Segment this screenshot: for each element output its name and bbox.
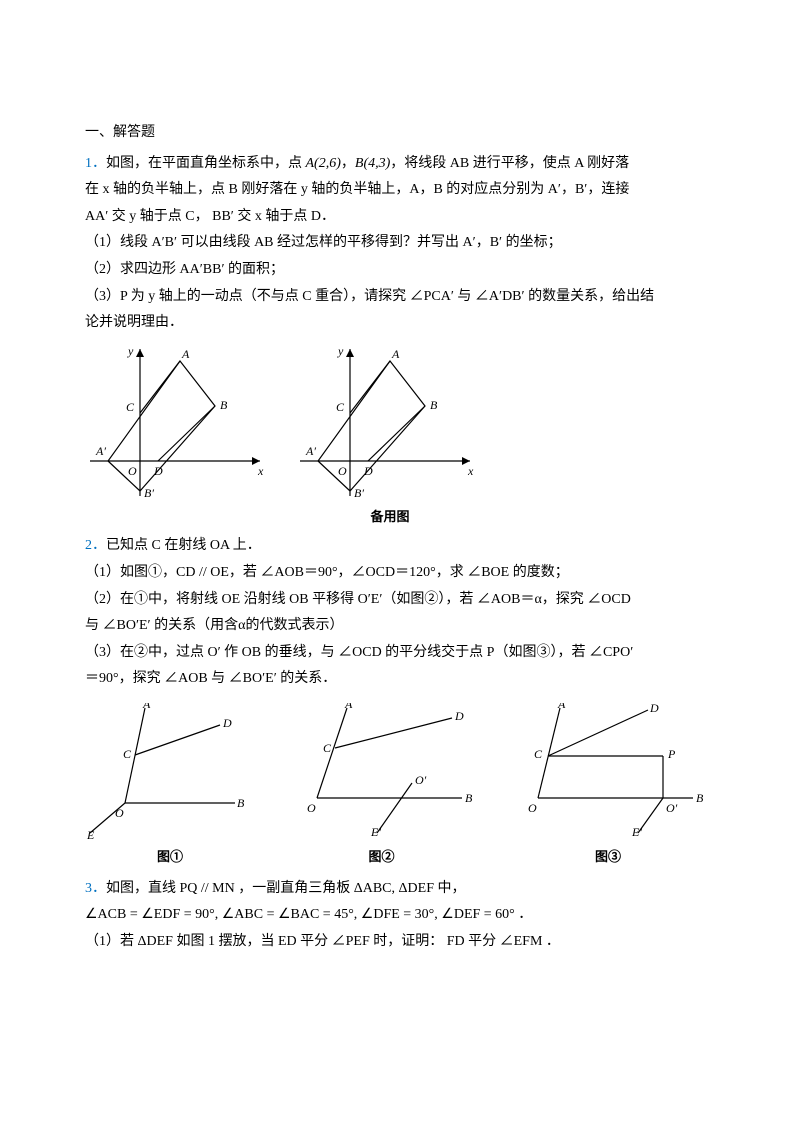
q2-fig1-label: 图①	[157, 845, 183, 870]
q2-fig1-svg: O B A C D E	[85, 703, 255, 843]
q1-line2: 在 x 轴的负半轴上，点 B 刚好落在 y 轴的负半轴上，A，B 的对应点分别为…	[85, 177, 708, 204]
q3-sub1: （1）若 ΔDEF 如图 1 摆放，当 ED 平分 ∠PEF 时，证明： FD …	[85, 929, 708, 956]
q1-figure-main: A B C A′ B′ D O x y	[85, 343, 275, 532]
svg-text:C: C	[123, 747, 132, 761]
q2-fig2-label: 图②	[368, 845, 394, 870]
q2-fig3-label: 图③	[595, 845, 621, 870]
q1-figure-backup: A B C A′ B′ D O x y 备用图	[295, 343, 485, 532]
svg-text:B: B	[465, 791, 473, 805]
q1-backup-label: 备用图	[370, 505, 409, 530]
svg-text:C: C	[336, 400, 345, 414]
svg-text:B: B	[430, 398, 438, 412]
q1-line3: AA′ 交 y 轴于点 C， BB′ 交 x 轴于点 D．	[85, 204, 708, 231]
svg-text:D: D	[153, 464, 163, 478]
q1-sub3b: 论并说明理由．	[85, 310, 708, 337]
svg-text:O: O	[128, 464, 137, 478]
q3-line2: ∠ACB = ∠EDF = 90°, ∠ABC = ∠BAC = 45°, ∠D…	[85, 902, 708, 929]
q1-coord-svg: A B C A′ B′ D O x y	[85, 343, 275, 503]
q3-number: 3．	[85, 881, 106, 896]
q2-sub2a: （2）在①中，将射线 OE 沿射线 OB 平移得 O′E′（如图②），若 ∠AO…	[85, 587, 708, 614]
q2-figures: O B A C D E 图① O B A	[85, 703, 708, 872]
svg-text:y: y	[337, 344, 344, 358]
svg-text:C: C	[534, 747, 543, 761]
q2-fig1: O B A C D E 图①	[85, 703, 255, 872]
svg-text:B: B	[237, 796, 245, 810]
svg-text:O: O	[115, 806, 124, 820]
svg-text:B: B	[696, 791, 704, 805]
svg-text:D: D	[649, 703, 659, 715]
svg-text:A′: A′	[95, 444, 106, 458]
section-title: 一、解答题	[85, 120, 708, 147]
svg-text:O: O	[338, 464, 347, 478]
q1-number: 1．	[85, 156, 106, 171]
svg-text:O′: O′	[666, 801, 678, 815]
svg-text:B: B	[220, 398, 228, 412]
svg-text:E: E	[86, 828, 95, 842]
q1-comma1: ，	[341, 156, 355, 171]
q2-line1: 2．已知点 C 在射线 OA 上．	[85, 533, 708, 560]
q1-text-b: ，将线段 AB 进行平移，使点 A 刚好落	[390, 156, 629, 171]
q1-line1: 1．如图，在平面直角坐标系中，点 A(2,6)，B(4,3)，将线段 AB 进行…	[85, 151, 708, 178]
q2-fig2-svg: O B A C D O′ E′	[282, 703, 482, 843]
q2-lead: 已知点 C 在射线 OA 上．	[106, 538, 261, 553]
svg-text:B′: B′	[354, 486, 364, 500]
svg-text:O: O	[307, 801, 316, 815]
q2-sub2b: 与 ∠BO′E′ 的关系（用含α的代数式表示）	[85, 613, 708, 640]
svg-text:A: A	[557, 703, 566, 711]
q1-text-a: 如图，在平面直角坐标系中，点	[106, 156, 306, 171]
q1-figures: A B C A′ B′ D O x y	[85, 343, 708, 532]
svg-text:y: y	[127, 344, 134, 358]
q2-sub1: （1）如图①，CD // OE，若 ∠AOB＝90°，∠OCD＝120°，求 ∠…	[85, 560, 708, 587]
q3-line1: 3．如图，直线 PQ // MN ，一副直角三角板 ΔABC, ΔDEF 中，	[85, 876, 708, 903]
q1-sub1: （1）线段 A′B′ 可以由线段 AB 经过怎样的平移得到？并写出 A′，B′ …	[85, 230, 708, 257]
svg-text:O: O	[528, 801, 537, 815]
svg-text:A: A	[344, 703, 353, 711]
svg-text:P: P	[667, 747, 676, 761]
q2-fig3-svg: O B A C D P O′ E′	[508, 703, 708, 843]
svg-text:E′: E′	[370, 825, 381, 839]
q1-sub3a: （3）P 为 y 轴上的一动点（不与点 C 重合），请探究 ∠PCA′ 与 ∠A…	[85, 284, 708, 311]
svg-text:A: A	[142, 703, 151, 711]
svg-text:C: C	[126, 400, 135, 414]
q2-fig3: O B A C D P O′ E′ 图③	[508, 703, 708, 872]
svg-text:O′: O′	[415, 773, 427, 787]
svg-text:A′: A′	[305, 444, 316, 458]
q2-number: 2．	[85, 538, 106, 553]
svg-text:E′: E′	[631, 825, 642, 839]
page-root: 一、解答题 1．如图，在平面直角坐标系中，点 A(2,6)，B(4,3)，将线段…	[0, 0, 793, 1015]
svg-text:B′: B′	[144, 486, 154, 500]
q1-sub2: （2）求四边形 AA′BB′ 的面积；	[85, 257, 708, 284]
svg-text:D: D	[454, 709, 464, 723]
q2-sub3b: ＝90°，探究 ∠AOB 与 ∠BO′E′ 的关系．	[85, 666, 708, 693]
svg-text:x: x	[257, 464, 264, 478]
svg-text:D: D	[363, 464, 373, 478]
q1-B-coords: B(4,3)	[355, 156, 390, 171]
svg-text:A: A	[391, 347, 400, 361]
q3-para1: 如图，直线 PQ // MN ，一副直角三角板 ΔABC, ΔDEF 中，	[106, 881, 465, 896]
q1-coord-svg-backup: A B C A′ B′ D O x y	[295, 343, 485, 503]
svg-text:C: C	[323, 741, 332, 755]
svg-text:x: x	[467, 464, 474, 478]
q2-fig2: O B A C D O′ E′ 图②	[282, 703, 482, 872]
q1-A-coords: A(2,6)	[306, 156, 341, 171]
svg-text:A: A	[181, 347, 190, 361]
q2-sub3a: （3）在②中，过点 O′ 作 OB 的垂线，与 ∠OCD 的平分线交于点 P（如…	[85, 640, 708, 667]
svg-text:D: D	[222, 716, 232, 730]
